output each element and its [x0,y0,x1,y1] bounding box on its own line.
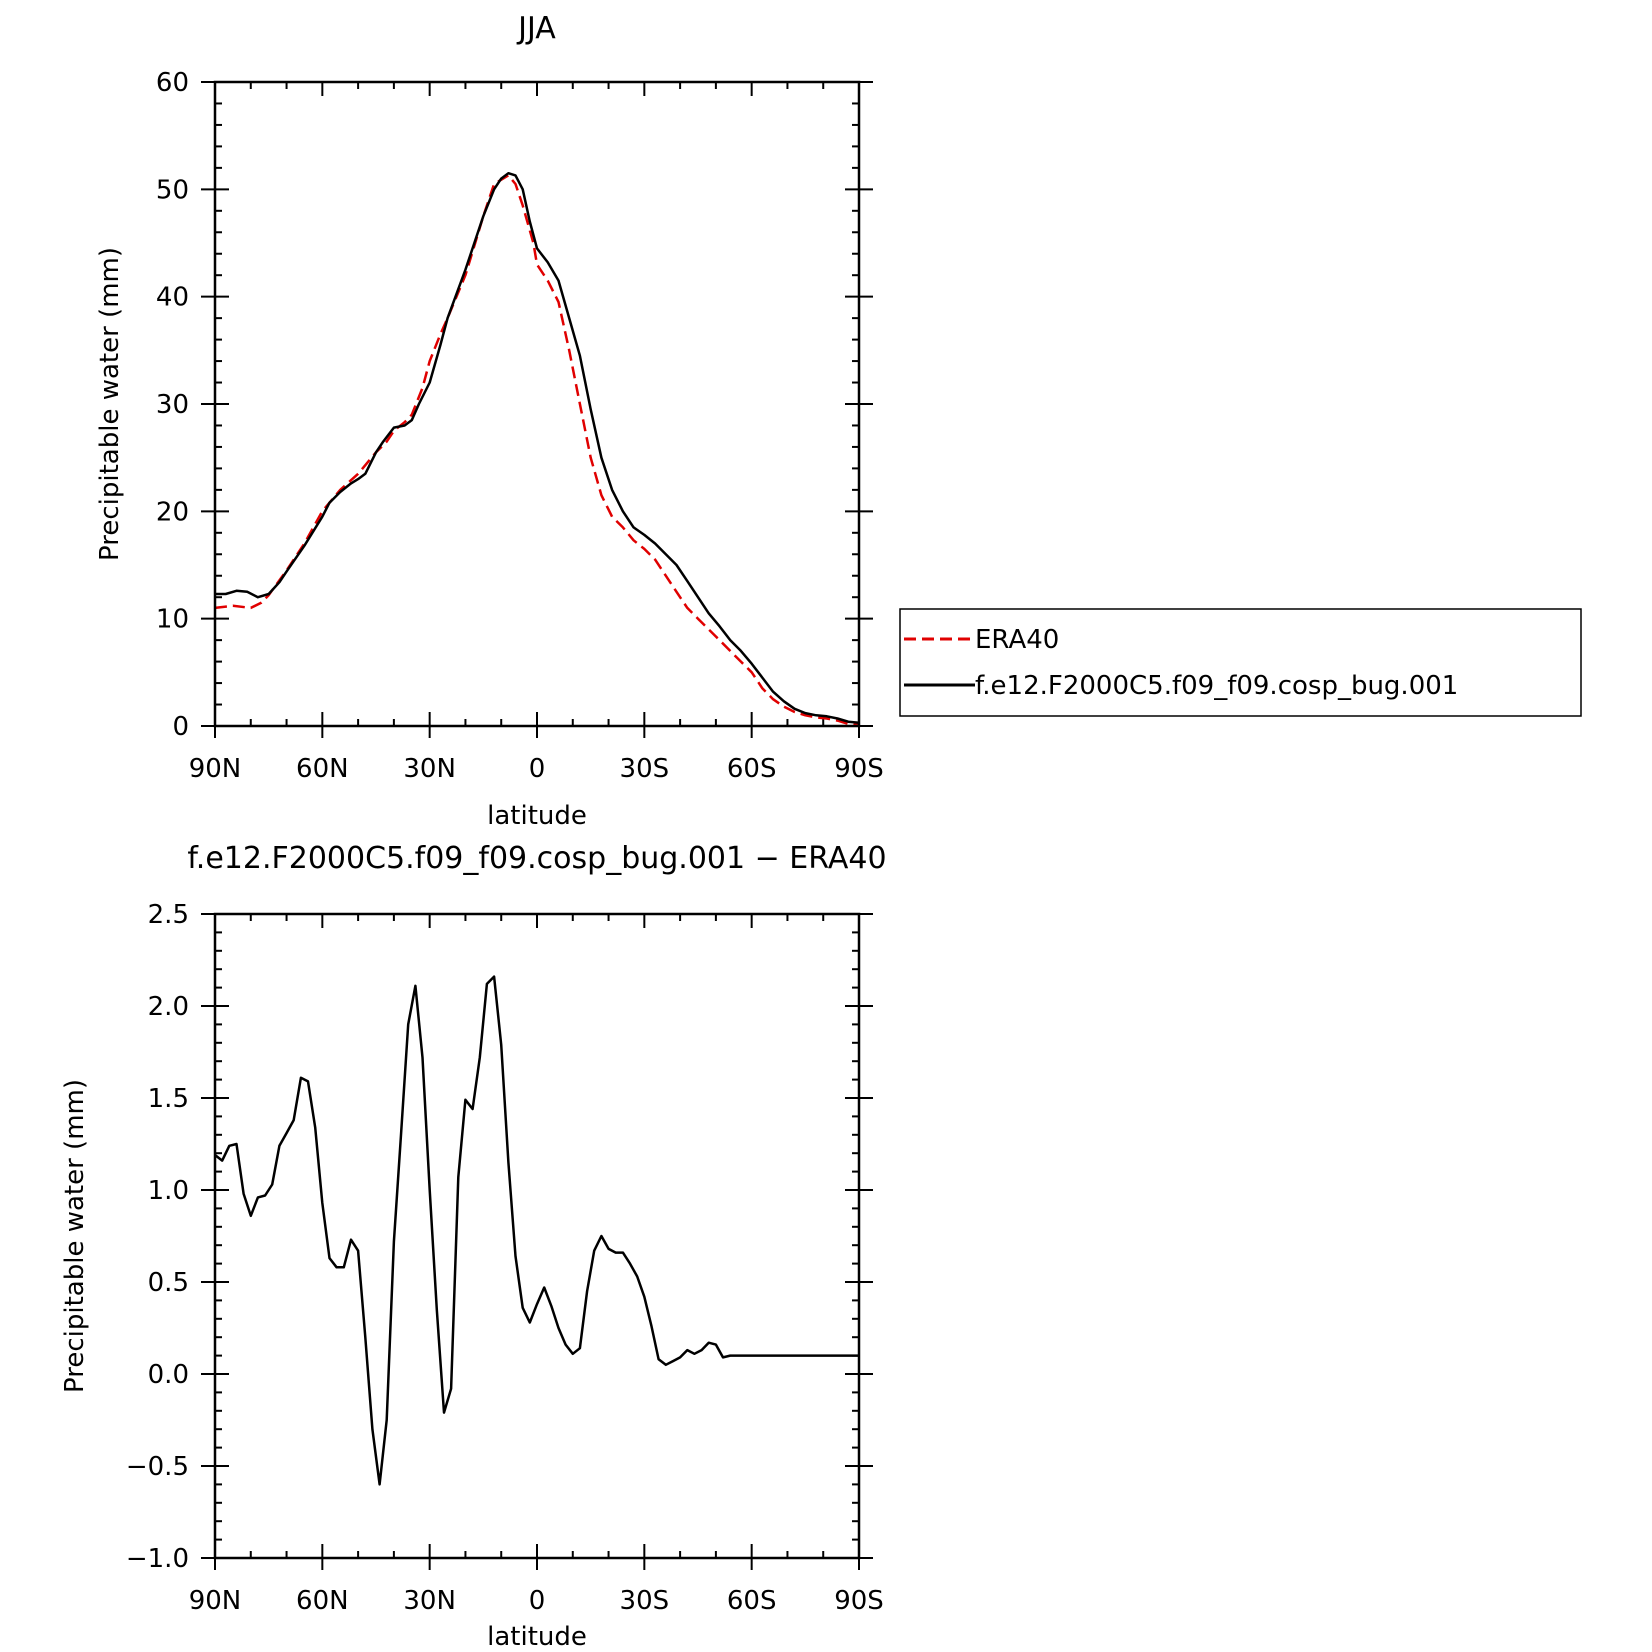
top-y-tick-label: 50 [156,175,189,205]
bottom-chart-xlabel: latitude [487,1622,587,1652]
legend-label-era40: ERA40 [975,625,1059,655]
top-x-tick-label: 90N [189,754,242,784]
bottom-chart-frame [213,912,861,1560]
bottom-y-tick-label: 2.0 [148,992,189,1022]
top-chart-ylabel: Precipitable water (mm) [95,247,125,561]
top-y-tick-label: 60 [156,68,189,98]
top-x-tick-label: 90S [834,754,884,784]
legend: ERA40 f.e12.F2000C5.f09_f09.cosp_bug.001 [899,608,1582,717]
top-y-tick-label: 30 [156,390,189,420]
bottom-y-tick-label: 0.0 [148,1360,189,1390]
bottom-x-tick-label: 30N [403,1586,456,1616]
top-x-tick-label: 0 [529,754,546,784]
bottom-x-tick-label: 60N [296,1586,349,1616]
bottom-y-tick-label: −0.5 [126,1452,189,1482]
top-chart-xlabel: latitude [487,801,587,831]
bottom-chart: f.e12.F2000C5.f09_f09.cosp_bug.001 − ERA… [60,841,887,1652]
bottom-y-tick-label: 0.5 [148,1268,189,1298]
bottom-y-tick-label: 1.5 [148,1084,189,1114]
bottom-chart-title: f.e12.F2000C5.f09_f09.cosp_bug.001 − ERA… [187,841,886,876]
top-y-tick-label: 20 [156,497,189,527]
bottom-x-tick-label: 60S [727,1586,777,1616]
bottom-series-line-difference [214,975,859,1486]
top-y-tick-label: 0 [172,712,189,742]
top-y-tick-label: 10 [156,605,189,635]
top-x-tick-label: 30S [620,754,670,784]
top-y-tick-label: 40 [156,283,189,313]
top-x-tick-label: 60S [727,754,777,784]
top-x-tick-label: 30N [403,754,456,784]
top-series-line-era40 [214,174,860,727]
top-chart-title: JJA [516,11,556,46]
bottom-chart-ylabel: Precipitable water (mm) [60,1079,90,1393]
bottom-x-tick-label: 0 [529,1586,546,1616]
legend-box [899,608,1582,717]
bottom-y-tick-label: 2.5 [148,900,189,930]
top-chart-frame [213,80,861,728]
bottom-chart-ticks: 90N 60N 30N 0 30S 60S 90S −1.0 −0.5 0.0 0.5 1.0 1.5 2… [126,900,884,1616]
bottom-y-tick-label: −1.0 [126,1544,189,1574]
top-series-line-f-e12-f2000c5-f09-f09-cosp-bug-001 [215,171,860,725]
top-x-tick-label: 60N [296,754,349,784]
bottom-x-tick-label: 90S [834,1586,884,1616]
top-chart: JJA 90N 60N 30N 0 30S 60S 90S 0 10 20 30 40 50 60 lat… [95,11,1582,831]
top-chart-ticks: 90N 60N 30N 0 30S 60S 90S 0 10 20 30 40 50 60 [156,68,884,784]
bottom-x-tick-label: 30S [620,1586,670,1616]
legend-label-model: f.e12.F2000C5.f09_f09.cosp_bug.001 [975,671,1458,701]
bottom-y-tick-label: 1.0 [148,1176,189,1206]
bottom-x-tick-label: 90N [189,1586,242,1616]
top-chart-series [214,171,860,727]
bottom-chart-series [214,975,859,1486]
